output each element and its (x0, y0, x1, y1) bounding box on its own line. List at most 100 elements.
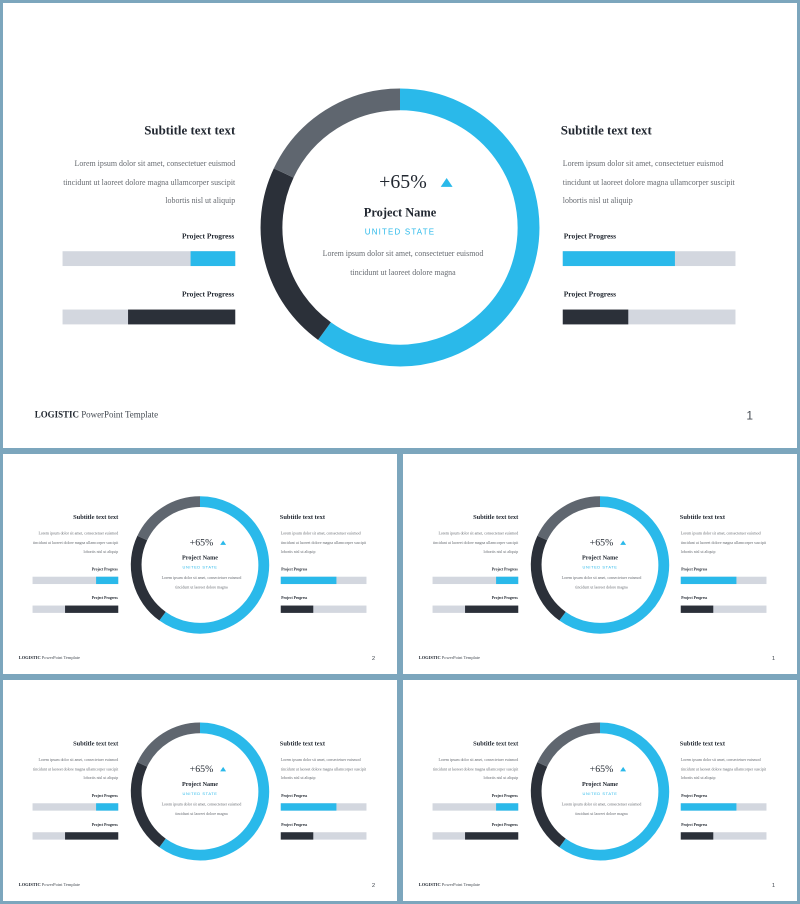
right-progress-label-2: Project Progress (281, 595, 308, 601)
right-body-text: Lorem ipsum dolor sit amet, consectetuer… (680, 531, 767, 554)
triangle-up-icon (620, 540, 627, 545)
slide-5[interactable]: Subtitle text text Lorem ipsum dolor sit… (403, 680, 797, 901)
center-body-text: Lorem ipsum dolor sit amet, consectetuer… (561, 802, 642, 816)
percent-value: +65% (589, 763, 614, 775)
left-body-text: Lorem ipsum dolor sit amet, consectetuer… (32, 531, 119, 554)
right-progress-fill-2 (680, 832, 714, 840)
project-location: UNITED STATE (364, 227, 436, 237)
triangle-up-icon (440, 178, 453, 187)
project-location: UNITED STATE (582, 791, 618, 796)
right-progress-label-1: Project Progress (681, 793, 708, 798)
right-progress-fill-2 (280, 832, 314, 840)
footer-brand-text: PowerPoint Template (441, 881, 480, 887)
right-progress-bar-2 (280, 605, 367, 613)
right-progress-fill-1 (680, 803, 737, 811)
footer-brand-name: LOGISTIC (34, 409, 79, 420)
left-progress-label-1: Project Progress (181, 231, 235, 241)
page-number: 2 (371, 881, 376, 889)
footer-brand-name: LOGISTIC (18, 654, 41, 660)
right-progress-label-2: Project Progress (681, 822, 708, 827)
left-progress-bar-2 (32, 832, 119, 840)
footer-brand-text: PowerPoint Template (41, 881, 80, 887)
footer-brand: LOGISTIC PowerPoint Template (19, 882, 80, 887)
footer-brand-name: LOGISTIC (418, 881, 441, 887)
ring-segment-3 (137, 496, 201, 541)
left-progress-bar-1 (32, 576, 119, 585)
page-number: 1 (771, 654, 776, 662)
project-name: Project Name (182, 780, 218, 788)
center-body-text: Lorem ipsum dolor sit amet, consectetuer… (322, 249, 484, 277)
left-body-text: Lorem ipsum dolor sit amet, consectetuer… (63, 159, 236, 205)
right-body-text: Lorem ipsum dolor sit amet, consectetuer… (280, 757, 367, 781)
left-progress-label-2: Project Progress (491, 822, 518, 827)
right-body-text: Lorem ipsum dolor sit amet, consectetuer… (680, 757, 767, 781)
left-body-text: Lorem ipsum dolor sit amet, consectetuer… (432, 531, 519, 554)
left-subtitle: Subtitle text text (473, 739, 519, 747)
right-progress-label-1: Project Progress (563, 231, 617, 241)
right-progress-fill-2 (280, 605, 314, 613)
left-progress-fill-2 (65, 832, 119, 840)
right-progress-fill-2 (562, 309, 629, 325)
footer-brand-name: LOGISTIC (18, 881, 41, 887)
footer-brand: LOGISTIC PowerPoint Template (419, 655, 480, 660)
right-subtitle: Subtitle text text (560, 122, 652, 138)
left-progress-fill-1 (495, 576, 519, 585)
frame-divider-col (397, 448, 403, 904)
frame-top (0, 0, 800, 3)
left-progress-bar-1 (432, 576, 519, 585)
footer-brand: LOGISTIC PowerPoint Template (419, 882, 480, 887)
project-location: UNITED STATE (582, 564, 618, 570)
footer-brand-text: PowerPoint Template (81, 409, 159, 420)
slide-4[interactable]: Subtitle text text Lorem ipsum dolor sit… (3, 680, 397, 901)
left-progress-fill-2 (128, 309, 236, 325)
left-progress-fill-2 (65, 605, 119, 613)
right-progress-label-1: Project Progress (281, 793, 308, 798)
right-progress-fill-1 (280, 576, 337, 585)
left-progress-label-2: Project Progress (91, 595, 118, 601)
footer-brand-name: LOGISTIC (418, 654, 441, 660)
project-name: Project Name (363, 205, 437, 220)
right-subtitle: Subtitle text text (679, 739, 725, 747)
right-subtitle: Subtitle text text (279, 739, 325, 747)
left-body-text: Lorem ipsum dolor sit amet, consectetuer… (32, 757, 119, 781)
right-subtitle: Subtitle text text (279, 513, 325, 521)
triangle-up-icon (220, 766, 227, 772)
slide-2[interactable]: Subtitle text text Lorem ipsum dolor sit… (3, 454, 397, 674)
left-subtitle: Subtitle text text (73, 513, 119, 521)
left-progress-fill-1 (95, 803, 119, 811)
right-progress-bar-1 (280, 803, 367, 811)
percent-value: +65% (189, 763, 214, 775)
ring-segment-3 (137, 722, 201, 767)
left-progress-fill-2 (465, 605, 519, 613)
page-number: 1 (746, 408, 754, 423)
left-progress-bar-2 (432, 605, 519, 613)
center-body-text: Lorem ipsum dolor sit amet, consectetuer… (561, 575, 642, 590)
left-progress-bar-2 (32, 605, 119, 613)
ring-segment-3 (537, 496, 601, 541)
left-subtitle: Subtitle text text (473, 513, 519, 521)
center-body-text: Lorem ipsum dolor sit amet, consectetuer… (161, 802, 242, 816)
slide-3[interactable]: Subtitle text text Lorem ipsum dolor sit… (403, 454, 797, 674)
left-progress-label-2: Project Progress (491, 595, 518, 601)
left-progress-label-1: Project Progress (491, 566, 518, 572)
right-body-text: Lorem ipsum dolor sit amet, consectetuer… (562, 159, 735, 205)
percent-value: +65% (589, 537, 614, 548)
right-progress-bar-2 (680, 605, 767, 613)
left-progress-label-2: Project Progress (91, 822, 118, 827)
left-progress-label-1: Project Progress (91, 793, 118, 798)
progress-ring (260, 88, 540, 367)
right-progress-fill-2 (680, 605, 714, 613)
right-progress-label-2: Project Progress (563, 289, 617, 299)
left-progress-label-1: Project Progress (91, 566, 118, 572)
left-progress-fill-1 (95, 576, 119, 585)
slide-1: Subtitle text text Lorem ipsum dolor sit… (3, 3, 797, 448)
left-body-text: Lorem ipsum dolor sit amet, consectetuer… (432, 757, 519, 781)
footer-brand-text: PowerPoint Template (441, 654, 480, 660)
right-subtitle: Subtitle text text (679, 513, 725, 521)
right-progress-bar-2 (280, 832, 367, 840)
right-progress-bar-1 (680, 576, 767, 585)
right-body-text: Lorem ipsum dolor sit amet, consectetuer… (280, 531, 367, 554)
right-progress-bar-1 (680, 803, 767, 811)
percent-value: +65% (189, 537, 214, 548)
left-progress-bar-1 (432, 803, 519, 811)
